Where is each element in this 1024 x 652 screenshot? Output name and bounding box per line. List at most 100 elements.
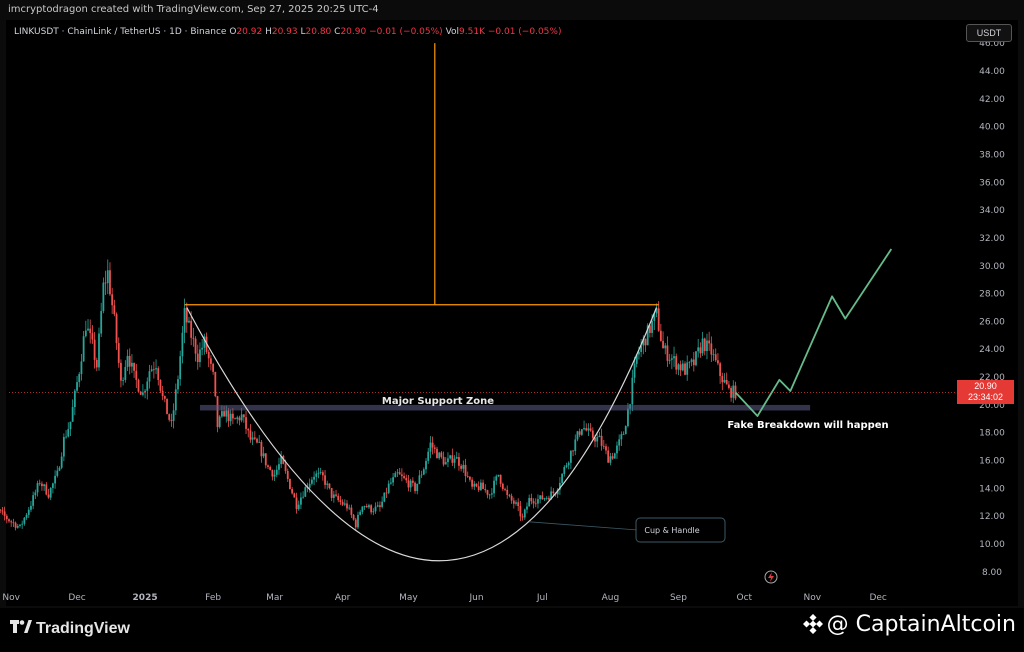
candle-body: [526, 506, 528, 510]
candle-body: [264, 453, 267, 466]
candle-body: [308, 483, 311, 488]
high-label: H: [265, 27, 272, 37]
candle-body: [207, 351, 210, 359]
candle-body: [10, 521, 13, 523]
candle-body: [455, 457, 458, 459]
candle-body: [289, 478, 291, 489]
candle-body: [361, 506, 364, 512]
candle-body: [618, 439, 621, 446]
candle-body: [583, 428, 585, 430]
candle-body: [697, 347, 700, 352]
candle-body: [302, 496, 305, 498]
candle-body: [512, 500, 515, 504]
x-tick-label: 2025: [133, 593, 158, 603]
candle-body: [723, 379, 726, 383]
cup-curve: [186, 307, 658, 562]
candle-body: [475, 483, 478, 487]
candle-body: [438, 452, 441, 459]
symbol-name: LINKUSDT · ChainLink / TetherUS · 1D · B…: [14, 27, 227, 37]
candle-body: [407, 480, 410, 488]
candle-body: [403, 476, 405, 479]
candle-body: [144, 390, 146, 393]
candle-body: [374, 506, 377, 512]
candle-body: [278, 464, 280, 470]
candle-body: [585, 428, 588, 431]
y-tick-label: 34.00: [979, 206, 1005, 216]
candle-body: [238, 417, 241, 421]
candle-body: [100, 311, 103, 334]
candle-body: [183, 308, 186, 333]
currency-selector[interactable]: USDT: [966, 24, 1012, 42]
candle-body: [343, 503, 346, 505]
candle-body: [341, 502, 344, 505]
x-tick-label: Feb: [205, 593, 221, 603]
candle-body: [530, 497, 533, 502]
candle-body: [30, 505, 32, 510]
candle-body: [199, 349, 201, 363]
candle-body: [216, 396, 219, 427]
candle-body: [460, 465, 463, 469]
candle-body: [78, 374, 81, 383]
candle-body: [471, 479, 474, 487]
candle-body: [451, 455, 454, 463]
candle-body: [447, 458, 449, 463]
volume-label: Vol: [445, 27, 460, 37]
x-tick-label: Dec: [869, 593, 886, 603]
candle-body: [616, 445, 618, 454]
candle-body: [730, 387, 733, 398]
candle-body: [291, 488, 294, 494]
candle-body: [155, 368, 157, 370]
candle-body: [122, 379, 125, 381]
candle-body: [218, 416, 221, 427]
candle-body: [82, 336, 85, 362]
candle-body: [405, 478, 408, 481]
candle-body: [655, 308, 658, 314]
candle-body: [150, 369, 153, 372]
x-tick-label: Nov: [804, 593, 822, 603]
candle-body: [73, 390, 76, 408]
candle-body: [368, 505, 370, 508]
candle-body: [482, 482, 484, 489]
candle-body: [545, 497, 548, 499]
candle-body: [113, 305, 116, 315]
candle-body: [47, 494, 50, 498]
candle-body: [67, 429, 70, 437]
candle-body: [251, 437, 254, 440]
candle-body: [692, 359, 695, 366]
candle-body: [262, 453, 265, 457]
y-tick-label: 40.00: [979, 123, 1005, 133]
candle-body: [469, 476, 471, 480]
candle-body: [429, 442, 432, 452]
tradingview-logo-icon: [10, 620, 32, 636]
candle-body: [148, 371, 151, 382]
candle-body: [392, 477, 394, 483]
candle-body: [539, 495, 542, 500]
candle-body: [98, 333, 100, 368]
candle-body: [565, 465, 568, 467]
candle-body: [95, 359, 98, 368]
y-tick-label: 30.00: [979, 262, 1005, 272]
candle-body: [346, 503, 348, 509]
close-label: C: [334, 27, 341, 37]
candle-body: [431, 442, 434, 448]
candle-body: [710, 343, 713, 355]
candle-body: [32, 495, 35, 506]
candle-body: [25, 514, 28, 518]
candle-body: [734, 385, 737, 399]
candle-body: [240, 414, 243, 421]
close-value: 20.90: [340, 27, 367, 37]
candle-body: [580, 429, 583, 435]
candle-body: [701, 338, 704, 354]
candle-body: [648, 325, 651, 333]
price-chart[interactable]: Cup & Handle Major Support Zone Fake Break…: [0, 0, 1024, 608]
tradingview-brand[interactable]: TradingView: [10, 620, 130, 638]
candle-body: [600, 435, 603, 446]
candle-body: [65, 436, 67, 438]
y-tick-label: 38.00: [979, 150, 1005, 160]
candle-body: [703, 338, 706, 352]
support-zone-band: [199, 404, 811, 411]
volume-change: −0.01 (−0.05%): [487, 27, 562, 37]
candle-body: [719, 363, 722, 377]
candle-body: [425, 460, 427, 470]
candle-body: [201, 347, 204, 350]
